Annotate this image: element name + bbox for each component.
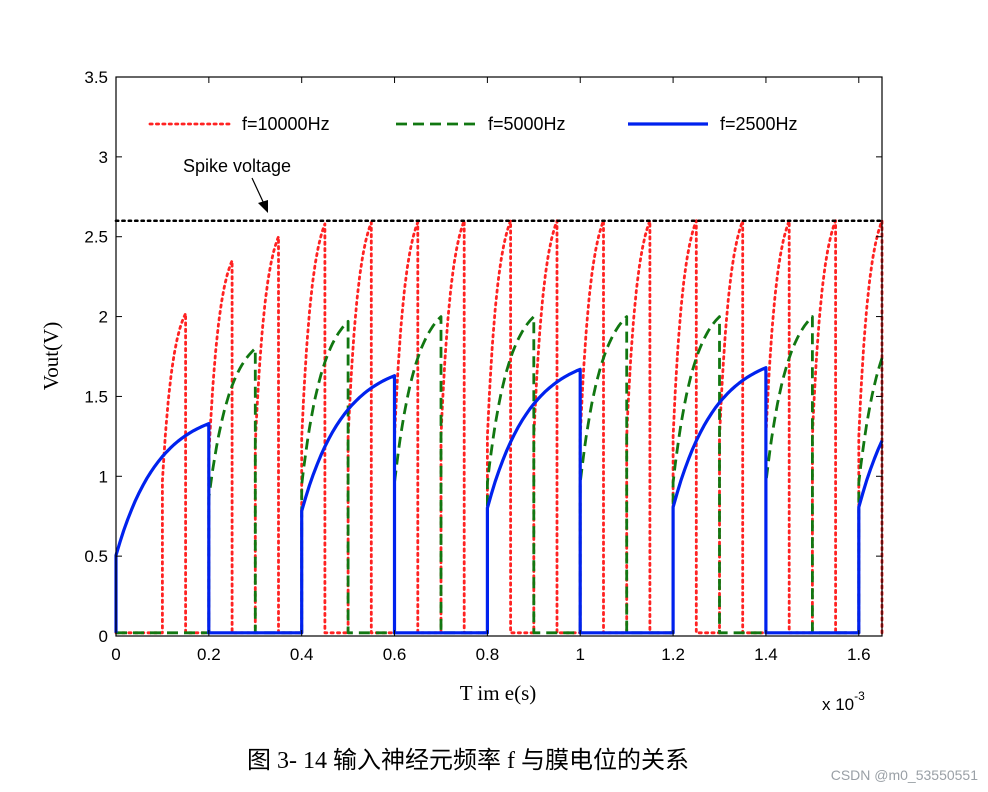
ticks-layer: 0 0.2 0.4 0.6 0.8 1 1.2 1.4 1.6 0 0.5 1 1.5 2 2.5 3 3.5 [84, 68, 882, 664]
x-tick-label: 1.2 [661, 645, 685, 664]
plot-area [116, 77, 882, 636]
y-axis-label: Vout(V) [39, 322, 63, 390]
x-axis-label: T im e(s) [460, 681, 537, 705]
plot-frame [115, 76, 883, 637]
x-tick-label: 0.6 [383, 645, 407, 664]
y-tick-label: 3 [99, 148, 108, 167]
y-tick-label: 1 [99, 467, 108, 486]
x-tick-label: 1.4 [754, 645, 778, 664]
x-tick-label: 0.8 [476, 645, 500, 664]
series-line-2 [116, 315, 884, 635]
y-tick-label: 3.5 [84, 68, 108, 87]
csdn-watermark: CSDN @m0_53550551 [831, 767, 979, 783]
y-tick-label: 2.5 [84, 228, 108, 247]
annotation-arrow-shaft [251, 177, 266, 207]
legend-label-1: f=10000Hz [242, 114, 330, 134]
legend: f=10000Hz f=5000Hz f=2500Hz [148, 114, 798, 134]
x-scale-multiplier: x 10-3 [822, 689, 865, 714]
x-scale-note: x 10 [822, 695, 854, 714]
spike-voltage-annotation: Spike voltage [183, 156, 291, 176]
y-tick-label: 0.5 [84, 547, 108, 566]
series-layer [114, 219, 884, 635]
x-scale-exponent: -3 [854, 689, 865, 703]
legend-label-2: f=5000Hz [488, 114, 566, 134]
x-tick-label: 0.4 [290, 645, 314, 664]
legend-label-3: f=2500Hz [720, 114, 798, 134]
y-tick-label: 0 [99, 627, 108, 646]
y-tick-label: 1.5 [84, 387, 108, 406]
figure-caption: 图 3- 14 输入神经元频率 f 与膜电位的关系 [247, 747, 689, 774]
x-tick-label: 0.2 [197, 645, 221, 664]
x-tick-label: 0 [111, 645, 120, 664]
x-tick-label: 1.6 [847, 645, 871, 664]
x-tick-label: 1 [576, 645, 585, 664]
series-line-1 [114, 219, 884, 635]
series-line-3 [114, 366, 884, 635]
annotation-arrow-head [258, 200, 268, 213]
y-tick-label: 2 [99, 308, 108, 327]
